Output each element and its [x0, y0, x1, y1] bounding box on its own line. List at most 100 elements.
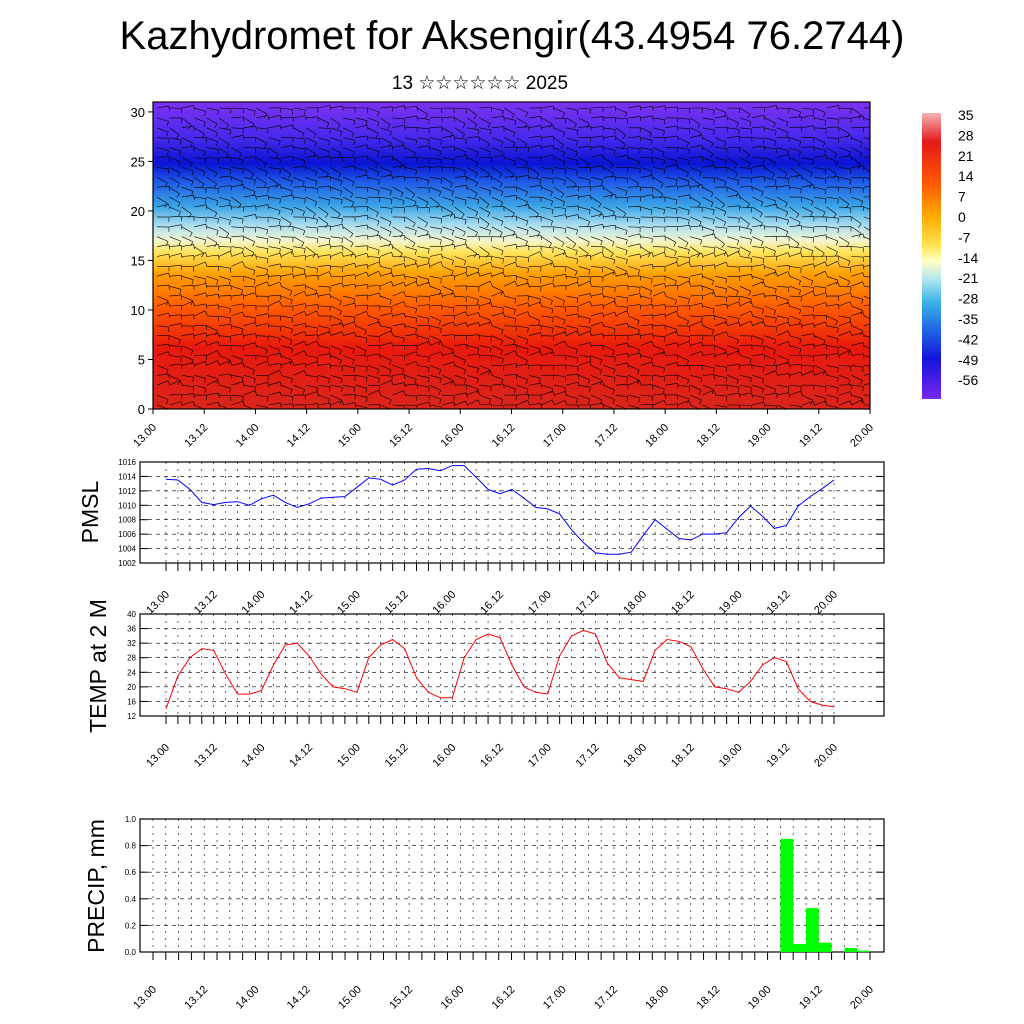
wind-barb — [814, 167, 827, 175]
wind-barb — [404, 167, 417, 175]
wind-barb — [392, 175, 406, 181]
wind-barb — [603, 365, 616, 374]
wind-barb — [863, 226, 870, 231]
wind-barb — [640, 246, 651, 258]
wind-barb — [801, 157, 814, 165]
wind-barb — [194, 360, 208, 366]
wind-barb — [826, 365, 839, 373]
wind-barb — [392, 404, 405, 409]
wind-barb — [541, 295, 553, 306]
wind-barb — [218, 295, 232, 301]
wind-barb — [380, 312, 394, 318]
wind-barb — [194, 261, 208, 267]
wind-barb — [355, 224, 369, 230]
wind-barb — [479, 365, 491, 375]
wind-barb — [615, 322, 629, 328]
wind-barb — [256, 382, 270, 388]
wind-barb — [677, 107, 691, 114]
wind-barb — [801, 333, 815, 339]
wind-barb — [652, 324, 666, 330]
wind-barb — [764, 295, 778, 301]
wind-barb — [429, 325, 442, 334]
wind-barb — [752, 256, 765, 264]
wind-barb — [764, 185, 778, 191]
wind-barb — [826, 394, 839, 403]
wind-barb — [293, 303, 307, 309]
wind-barb — [392, 124, 406, 130]
wind-barb — [677, 295, 690, 304]
wind-barb — [851, 342, 865, 348]
x-tick-label: 17.12 — [592, 984, 620, 1012]
x-tick-label: 16.00 — [430, 742, 458, 770]
wind-barb — [293, 394, 306, 400]
wind-barb — [330, 315, 342, 326]
wind-barb — [652, 105, 666, 111]
wind-barb — [528, 216, 542, 222]
wind-barb — [417, 340, 431, 346]
wind-barb — [714, 295, 728, 303]
wind-barb — [553, 340, 568, 346]
x-tick-label: 16.00 — [430, 589, 458, 617]
wind-barb — [516, 266, 529, 273]
precip-bar — [857, 950, 870, 952]
wind-barb — [380, 206, 393, 214]
wind-barb — [218, 323, 232, 329]
wind-barb — [206, 325, 218, 336]
wind-barb — [231, 107, 244, 114]
wind-barb — [305, 167, 318, 177]
wind-barb — [603, 224, 617, 231]
wind-barb — [194, 236, 207, 245]
wind-barb — [342, 321, 357, 327]
wind-barb — [764, 203, 778, 209]
wind-barb — [305, 137, 317, 148]
wind-barb — [231, 235, 244, 241]
wind-barb — [814, 137, 826, 148]
wind-barb — [280, 295, 293, 305]
colorbar-label: -28 — [958, 291, 978, 307]
wind-barb — [169, 305, 182, 311]
temp-series-line — [165, 629, 835, 709]
x-tick-label: 17.12 — [574, 589, 602, 617]
wind-barb — [305, 186, 319, 194]
wind-barb — [553, 107, 565, 118]
wind-barb — [429, 137, 442, 145]
wind-barb — [838, 226, 852, 232]
wind-barb — [752, 321, 766, 327]
wind-barb — [466, 246, 478, 258]
wind-barb — [541, 167, 554, 175]
wind-barb — [776, 216, 789, 225]
x-tick-label: 17.00 — [526, 589, 554, 617]
wind-barb — [280, 216, 292, 228]
wind-barb — [342, 365, 356, 373]
wind-barb — [764, 117, 776, 128]
wind-barb — [566, 127, 579, 136]
wind-barb — [256, 404, 269, 409]
wind-barb — [516, 216, 529, 226]
wind-barb — [330, 384, 343, 393]
wind-barb — [652, 177, 664, 188]
y-tick-label: 0.4 — [125, 895, 137, 904]
x-tick-label: 14.00 — [240, 589, 268, 617]
wind-barb — [690, 285, 703, 291]
wind-barb — [355, 394, 368, 403]
wind-barb — [392, 274, 406, 280]
wind-barb — [156, 117, 169, 127]
wind-barb — [454, 236, 467, 245]
wind-barb — [466, 304, 480, 310]
y-tick-label: 0.0 — [125, 948, 137, 957]
wind-barb — [665, 164, 679, 170]
wind-barb — [665, 106, 679, 112]
wind-barb — [392, 256, 405, 262]
wind-barb — [293, 196, 306, 204]
wind-barb — [714, 196, 725, 209]
wind-barb — [305, 253, 319, 259]
wind-barb — [665, 196, 678, 205]
wind-barb — [615, 394, 628, 402]
wind-barb — [516, 157, 528, 167]
wind-barb — [206, 186, 219, 194]
wind-barb — [764, 255, 778, 261]
wind-barb — [516, 375, 528, 385]
wind-barb — [429, 245, 443, 252]
wind-barb — [801, 167, 813, 178]
wind-barb — [578, 107, 591, 114]
